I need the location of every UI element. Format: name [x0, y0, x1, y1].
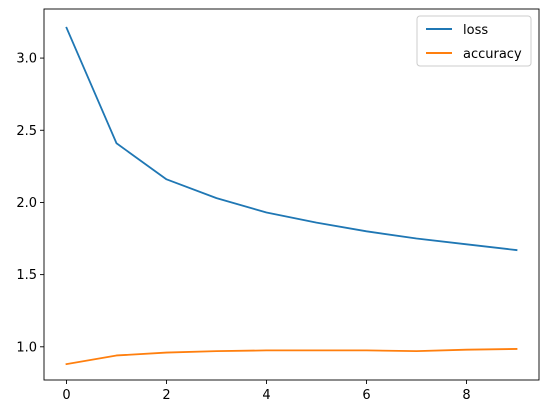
series-layer [65, 26, 518, 366]
x-tick-label-4: 4 [262, 388, 270, 403]
legend-label-loss: loss [463, 23, 488, 38]
x-tick-label-0: 0 [62, 388, 70, 403]
series-line-loss [65, 26, 518, 252]
y-tick-label-3.0: 3.0 [16, 52, 37, 67]
x-tick-label-6: 6 [362, 388, 370, 403]
x-tick-label-8: 8 [462, 388, 470, 403]
plot-frame [43, 8, 540, 381]
y-axis-ticks: 1.0 1.5 2.0 2.5 3.0 [16, 52, 44, 355]
x-axis-ticks: 0 2 4 6 8 [62, 380, 471, 403]
legend: loss accuracy [416, 15, 532, 67]
y-tick-label-1.0: 1.0 [16, 340, 37, 355]
y-tick-label-1.5: 1.5 [16, 268, 37, 283]
series-line-accuracy [65, 348, 518, 366]
y-tick-label-2.5: 2.5 [16, 124, 37, 139]
legend-label-accuracy: accuracy [463, 47, 522, 62]
x-tick-label-2: 2 [162, 388, 170, 403]
y-tick-label-2.0: 2.0 [16, 196, 37, 211]
